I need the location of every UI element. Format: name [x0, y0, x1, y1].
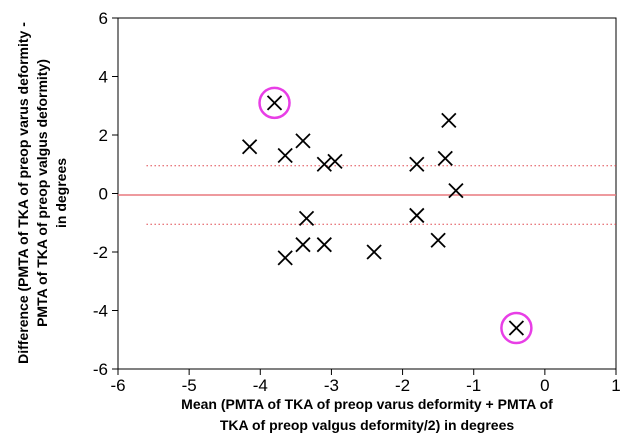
data-point-stroke	[316, 156, 332, 172]
data-point-15	[437, 150, 453, 167]
data-point-11	[366, 244, 382, 260]
data-point-stroke	[316, 237, 332, 253]
data-point-10	[316, 237, 332, 253]
y-tick-label: 0	[99, 185, 108, 204]
highlight-circle-1	[258, 86, 291, 120]
y-tick-label: 6	[99, 9, 108, 28]
x-tick-label: 1	[611, 376, 620, 395]
highlight-circles	[258, 86, 533, 345]
x-axis-label-line-2: TKA of preop valgus deformity/2) in degr…	[220, 417, 515, 433]
x-tick-label: -4	[253, 376, 268, 395]
data-point-stroke	[298, 210, 315, 226]
y-axis-label: Difference (PMTA of TKA of preop varus d…	[15, 22, 69, 364]
y-axis-label-line-1: Difference (PMTA of TKA of preop varus d…	[15, 22, 31, 364]
data-point-4	[295, 133, 311, 149]
x-tick-label: -2	[395, 376, 410, 395]
data-point-9	[277, 250, 293, 266]
data-point-stroke	[430, 232, 446, 248]
x-tick-label: -5	[182, 376, 197, 395]
data-point-stroke	[508, 320, 525, 336]
data-point-stroke	[409, 207, 425, 224]
y-axis-label-line-3: in degrees	[53, 158, 69, 228]
data-point-8	[295, 237, 311, 253]
data-point-stroke	[409, 156, 425, 172]
x-tick-label: 0	[540, 376, 549, 395]
data-point-7	[298, 210, 315, 226]
data-point-17	[448, 182, 464, 199]
data-point-stroke	[241, 139, 258, 155]
data-points	[241, 95, 525, 336]
plot-frame	[117, 17, 617, 370]
data-point-1	[266, 95, 283, 111]
y-tick-label: 4	[99, 68, 108, 87]
highlight-circle-18	[500, 311, 533, 345]
data-point-2	[241, 139, 258, 155]
x-tick-label: -6	[110, 376, 125, 395]
data-point-stroke	[437, 150, 453, 167]
y-tick-label: 2	[99, 126, 108, 145]
data-point-stroke	[366, 244, 382, 260]
x-axis-ticks: -6 -5 -4 -3 -2 -1 0 1	[110, 369, 621, 395]
y-axis-ticks: -6 -4 -2 0 2 4 6	[93, 9, 118, 379]
y-tick-label: -4	[93, 302, 108, 321]
data-point-13	[409, 207, 425, 224]
data-point-16	[441, 112, 457, 129]
data-point-6	[327, 153, 343, 169]
data-point-stroke	[295, 237, 311, 253]
x-tick-label: -3	[324, 376, 339, 395]
data-point-stroke	[277, 147, 293, 164]
data-point-3	[277, 147, 293, 164]
x-axis-label-line-1: Mean (PMTA of TKA of preop varus deformi…	[181, 396, 553, 412]
y-axis-label-line-2: PMTA of TKA of preop valgus deformity)	[34, 59, 50, 327]
data-point-14	[430, 232, 446, 248]
data-point-12	[409, 156, 425, 172]
y-tick-label: -2	[93, 243, 108, 262]
data-point-stroke	[327, 153, 343, 169]
x-tick-label: -1	[466, 376, 481, 395]
y-tick-label: -6	[93, 360, 108, 379]
data-point-stroke	[448, 182, 464, 199]
data-point-stroke	[295, 133, 311, 149]
data-point-stroke	[277, 250, 293, 266]
reference-lines	[118, 165, 616, 225]
data-point-stroke	[441, 112, 457, 129]
data-point-stroke	[266, 95, 283, 111]
data-point-18	[508, 320, 525, 336]
data-point-5	[316, 156, 332, 172]
